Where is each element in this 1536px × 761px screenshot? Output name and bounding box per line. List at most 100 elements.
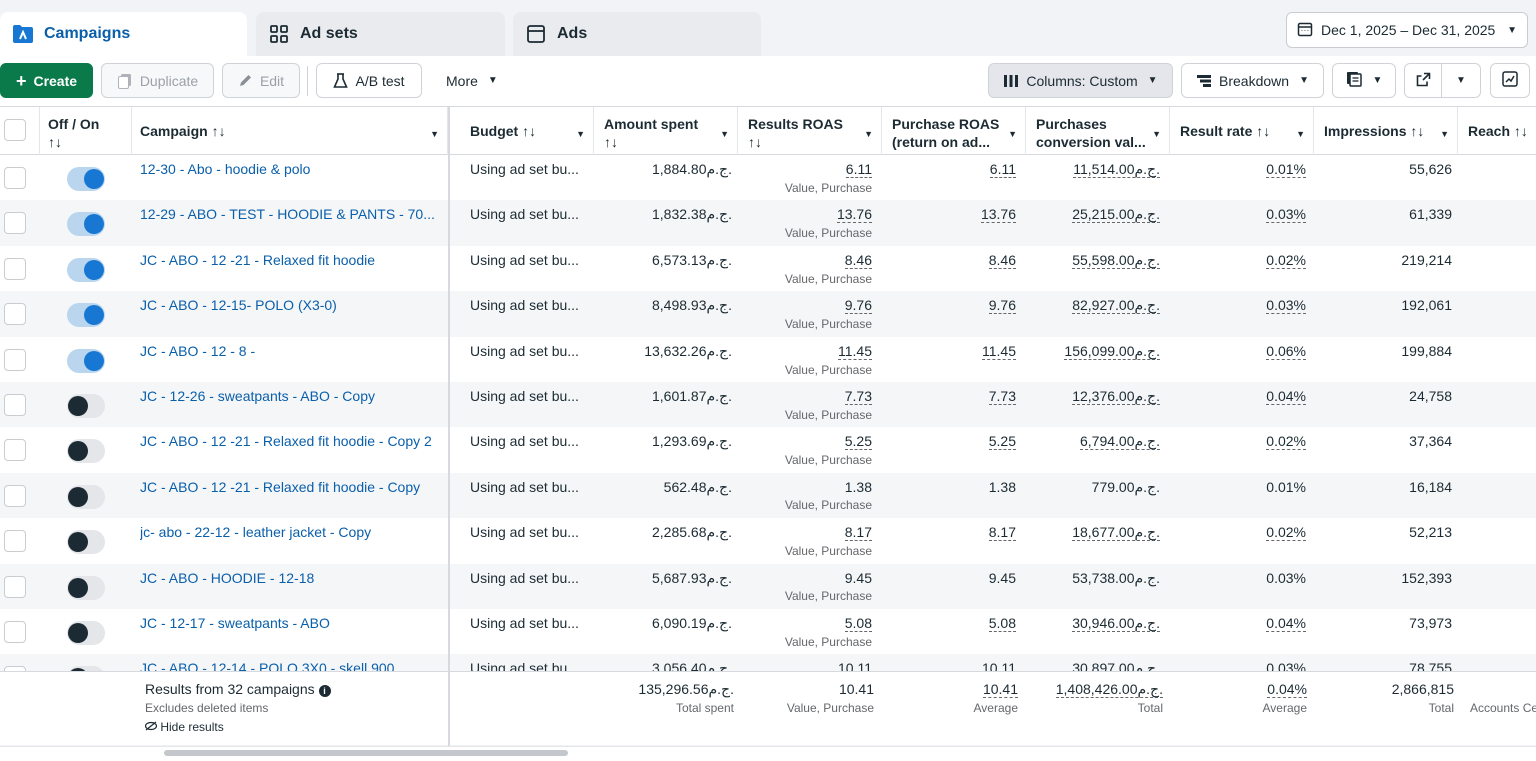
more-dropdown[interactable]: More ▼ [436,63,508,98]
campaign-toggle[interactable] [67,439,105,464]
tab-ads[interactable]: Ads [513,12,761,56]
col-off-on[interactable]: Off / On ↑↓ [40,107,132,155]
pcv-cell: 55,598.00ج.م. [1026,246,1160,291]
campaign-name-link[interactable]: JC - ABO - 12 - 8 - [140,342,256,359]
col-reach[interactable]: Reach ↑↓ [1458,107,1536,155]
row-checkbox[interactable] [4,666,26,671]
table-row[interactable]: jc- abo - 22-12 - leather jacket - Copy U… [0,518,1536,563]
campaign-toggle[interactable] [67,348,105,373]
row-checkbox[interactable] [4,439,26,462]
table-row[interactable]: JC - 12-26 - sweatpants - ABO - Copy Usin… [0,382,1536,428]
campaign-toggle[interactable] [67,303,105,328]
col-amount-spent[interactable]: Amount spent ↑↓ ▼ [594,107,738,155]
toggle-knob [68,577,88,598]
col-purchase-roas[interactable]: Purchase ROAS (return on ad... ▼ [882,107,1026,155]
budget-cell: Using ad set bu... [470,524,579,541]
row-checkbox[interactable] [4,530,26,553]
avg-purchase-roas-value: 10.41 [882,681,1018,698]
avg-result-rate-value: 0.04% [1170,681,1307,698]
export-button[interactable] [1404,63,1442,98]
date-range-picker[interactable]: Dec 1, 2025 – Dec 31, 2025 ▼ [1286,12,1528,48]
col-budget[interactable]: Budget ↑↓ ▼ [462,107,594,155]
row-checkbox[interactable] [4,212,26,235]
col-impressions-label: Impressions [1324,123,1407,139]
pcv-value: 12,376.00ج.م. [1072,388,1160,405]
purchase-roas-value: 1.38 [988,478,1016,495]
breakdown-dropdown[interactable]: Breakdown ▼ [1181,63,1324,98]
purchase-roas-cell: 5.08 [882,609,1016,654]
campaign-name-link[interactable]: 12-30 - Abo - hoodie & polo [140,161,311,177]
campaign-name-link[interactable]: JC - ABO - 12 -21 - Relaxed fit hoodie -… [140,478,421,495]
pcv-cell: 156,099.00ج.م. [1026,337,1160,382]
col-result-rate[interactable]: Result rate ↑↓ ▼ [1170,107,1314,155]
create-button[interactable]: + Create [0,63,93,98]
columns-dropdown[interactable]: Columns: Custom ▼ [988,63,1173,98]
campaign-name-link[interactable]: jc- abo - 22-12 - leather jacket - Copy [140,524,372,541]
results-roas-sub: Value, Purchase [784,317,872,332]
col-purchases-conversion-value[interactable]: Purchases conversion val... ▼ [1026,107,1170,155]
table-row[interactable]: JC - ABO - 12-15- POLO (X3-0) Using ad se… [0,291,1536,337]
table-row[interactable]: 12-30 - Abo - hoodie & polo Using ad set … [0,155,1536,200]
campaign-name-link[interactable]: JC - 12-17 - sweatpants - ABO [140,615,330,631]
row-checkbox[interactable] [4,303,26,326]
results-roas-cell: 8.17 Value, Purchase [738,518,872,563]
table-row[interactable]: JC - ABO - 12 - 8 - Using ad set bu... 13,… [0,337,1536,382]
campaign-toggle[interactable] [67,666,105,671]
campaign-toggle[interactable] [67,394,105,418]
campaign-toggle[interactable] [67,484,105,509]
purchase-roas-value: 8.17 [988,524,1016,542]
frozen-column-divider [448,672,450,746]
horizontal-scrollbar[interactable] [0,746,1536,761]
result-rate-cell: 0.02% [1170,518,1306,563]
table-row[interactable]: 12-29 - ABO - TEST - HOODIE & PANTS - 70… [0,200,1536,246]
scrollbar-thumb[interactable] [164,750,568,756]
hide-results-link[interactable]: Hide results [144,720,224,734]
col-impressions[interactable]: Impressions ↑↓ ▼ [1314,107,1458,155]
charts-button[interactable] [1490,63,1530,98]
campaign-name-link[interactable]: JC - ABO - 12-15- POLO (X3-0) [140,297,337,314]
results-roas-cell: 5.08 Value, Purchase [738,609,872,654]
campaign-toggle[interactable] [67,575,105,600]
table-row[interactable]: JC - ABO - 12 -21 - Relaxed fit hoodie Us… [0,246,1536,291]
col-results-roas[interactable]: Results ROAS ↑↓ ▼ [738,107,882,155]
table-row[interactable]: JC - ABO - 12-14 - POLO 3X0 - skell 900 U… [0,654,1536,671]
row-checkbox[interactable] [4,394,26,416]
table-row[interactable]: JC - ABO - 12 -21 - Relaxed fit hoodie -… [0,472,1536,519]
row-checkbox[interactable] [4,257,26,280]
duplicate-button[interactable]: Duplicate [101,63,214,98]
tab-ad-sets[interactable]: Ad sets [256,12,505,56]
export-dropdown[interactable]: ▼ [1441,63,1481,98]
campaign-toggle[interactable] [67,257,105,282]
table-row[interactable]: JC - ABO - HOODIE - 12-18 Using ad set bu… [0,563,1536,609]
col-campaign[interactable]: Campaign ↑↓ ▼ [132,107,448,155]
table-row[interactable]: JC - ABO - 12 -21 - Relaxed fit hoodie -… [0,427,1536,472]
info-icon[interactable]: i [318,685,331,697]
campaign-name-link[interactable]: JC - ABO - 12 -21 - Relaxed fit hoodie [140,251,375,268]
campaign-name-link[interactable]: JC - ABO - HOODIE - 12-18 [140,569,315,586]
caret-down-icon: ▼ [430,129,439,139]
campaign-toggle[interactable] [67,621,105,645]
row-checkbox[interactable] [4,575,26,598]
select-all-checkbox[interactable] [4,119,26,141]
row-checkbox[interactable] [4,167,26,189]
campaign-name-link[interactable]: JC - ABO - 12 -21 - Relaxed fit hoodie -… [140,433,432,450]
impressions-cell: 37,364 [1409,433,1452,450]
reports-dropdown[interactable]: ▼ [1332,63,1396,98]
campaign-toggle[interactable] [67,167,105,191]
campaign-toggle[interactable] [67,212,105,237]
tab-campaigns[interactable]: Campaigns [0,12,247,56]
campaign-name-link[interactable]: 12-29 - ABO - TEST - HOODIE & PANTS - 70… [140,206,435,223]
row-checkbox[interactable] [4,348,26,371]
caret-down-icon: ▼ [1147,75,1158,86]
table-row[interactable]: JC - 12-17 - sweatpants - ABO Using ad se… [0,609,1536,654]
results-roas-value: 1.38 [844,478,872,495]
campaign-name-link[interactable]: JC - ABO - 12-14 - POLO 3X0 - skell 900 [140,660,395,671]
avg-purchase-roas-text: 10.41 [982,681,1018,698]
edit-button[interactable]: Edit [222,63,300,98]
row-checkbox[interactable] [4,621,26,643]
campaign-name-link[interactable]: JC - 12-26 - sweatpants - ABO - Copy [140,388,375,404]
purchase-roas-value: 5.08 [988,615,1016,632]
campaign-toggle[interactable] [67,530,105,555]
ab-test-button[interactable]: A/B test [316,63,422,98]
row-checkbox[interactable] [4,484,26,507]
